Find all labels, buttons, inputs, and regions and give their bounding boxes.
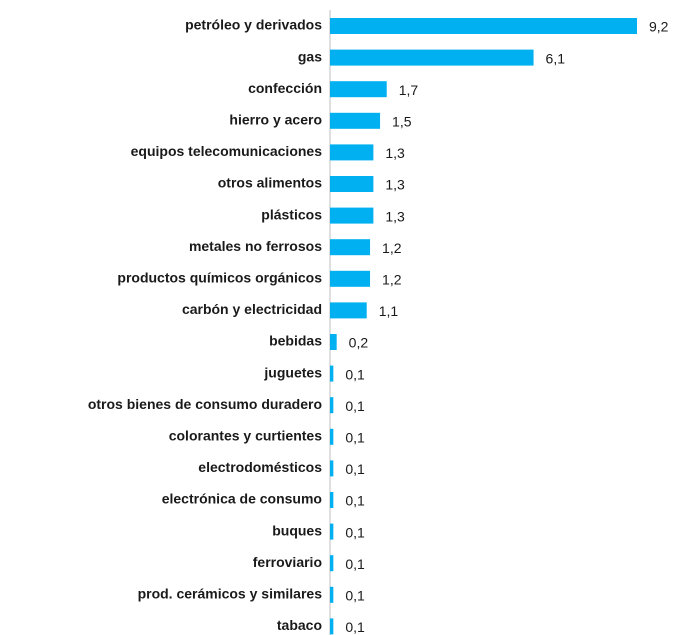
category-label: equipos telecomunicaciones bbox=[131, 143, 323, 159]
bar bbox=[330, 334, 337, 350]
category-label: gas bbox=[298, 48, 322, 64]
category-label: tabaco bbox=[277, 617, 322, 633]
bar bbox=[330, 397, 334, 414]
bar bbox=[330, 239, 371, 256]
category-label: plásticos bbox=[261, 206, 322, 222]
bar bbox=[330, 18, 637, 34]
value-label: 0,1 bbox=[345, 461, 365, 477]
value-label: 1,3 bbox=[385, 177, 405, 193]
bar bbox=[330, 144, 374, 161]
value-label: 1,7 bbox=[399, 82, 419, 98]
value-label: 0,1 bbox=[345, 430, 365, 446]
category-label: buques bbox=[272, 522, 322, 538]
value-label: 0,2 bbox=[349, 335, 369, 351]
bar bbox=[330, 523, 334, 540]
bar bbox=[330, 49, 534, 66]
value-label: 1,5 bbox=[392, 114, 412, 130]
value-label: 1,2 bbox=[382, 240, 402, 256]
bar bbox=[330, 365, 334, 382]
category-label: electrónica de consumo bbox=[162, 491, 322, 507]
value-label: 6,1 bbox=[546, 50, 566, 66]
category-label: colorantes y curtientes bbox=[169, 428, 322, 444]
value-label: 1,1 bbox=[379, 303, 399, 319]
value-label: 0,1 bbox=[345, 556, 365, 572]
value-label: 0,1 bbox=[345, 366, 365, 382]
category-label: productos químicos orgánicos bbox=[117, 270, 322, 286]
category-label: juguetes bbox=[263, 364, 322, 380]
category-label: ferroviario bbox=[253, 554, 322, 570]
category-label: otros bienes de consumo duradero bbox=[88, 396, 322, 412]
value-label: 9,2 bbox=[649, 19, 669, 35]
category-label: carbón y electricidad bbox=[182, 301, 322, 317]
category-label: petróleo y derivados bbox=[185, 17, 322, 33]
value-label: 0,1 bbox=[345, 619, 365, 635]
bar bbox=[330, 428, 334, 445]
category-label: metales no ferrosos bbox=[189, 238, 322, 254]
value-label: 0,1 bbox=[345, 524, 365, 540]
value-label: 0,1 bbox=[345, 398, 365, 414]
category-label: prod. cerámicos y similares bbox=[138, 586, 323, 602]
category-label: otros alimentos bbox=[218, 175, 322, 191]
bar bbox=[330, 586, 334, 603]
category-label: bebidas bbox=[269, 333, 322, 349]
category-label: hierro y acero bbox=[229, 112, 322, 128]
bar bbox=[330, 618, 334, 635]
bar bbox=[330, 81, 387, 98]
value-label: 1,2 bbox=[382, 272, 402, 288]
value-label: 0,1 bbox=[345, 493, 365, 509]
bar bbox=[330, 302, 367, 319]
value-label: 1,3 bbox=[385, 208, 405, 224]
bar bbox=[330, 207, 374, 224]
category-label: confección bbox=[248, 80, 322, 96]
bar bbox=[330, 555, 334, 572]
bar bbox=[330, 460, 334, 477]
bar bbox=[330, 112, 381, 129]
category-label: electrodomésticos bbox=[198, 459, 322, 475]
bar bbox=[330, 176, 374, 192]
bar bbox=[330, 270, 371, 287]
value-label: 0,1 bbox=[345, 588, 365, 604]
bar bbox=[330, 492, 334, 508]
value-label: 1,3 bbox=[385, 145, 405, 161]
